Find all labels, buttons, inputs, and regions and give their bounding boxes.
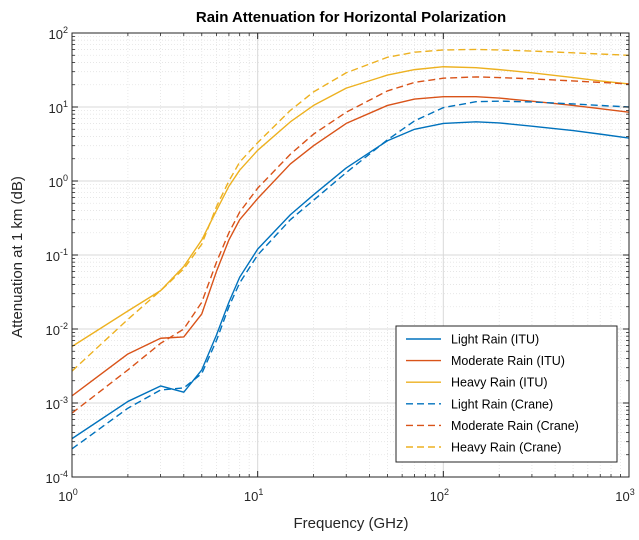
- y-axis-label: Attenuation at 1 km (dB): [9, 176, 26, 338]
- chart-title: Rain Attenuation for Horizontal Polariza…: [196, 9, 506, 26]
- legend: Light Rain (ITU) Moderate Rain (ITU) Heavy…: [395, 325, 618, 463]
- x-axis-label: Frequency (GHz): [293, 515, 408, 532]
- y-tick-label: 10-1: [46, 247, 68, 264]
- x-tick-label: 103: [615, 487, 634, 504]
- series-line-4: [72, 100, 629, 450]
- legend-label: Moderate Rain (ITU): [451, 354, 565, 368]
- legend-label: Moderate Rain (Crane): [451, 419, 579, 433]
- series-line-2: [72, 95, 629, 397]
- legend-label: Heavy Rain (ITU): [451, 376, 548, 390]
- x-tick-label: 100: [58, 487, 77, 504]
- tick-marks: [71, 32, 630, 478]
- legend-label: Heavy Rain (Crane): [451, 441, 561, 455]
- series-lines: [72, 48, 629, 450]
- x-tick-label: 102: [430, 487, 449, 504]
- legend-label: Light Rain (ITU): [451, 333, 539, 347]
- y-tick-label: 10-3: [46, 395, 68, 412]
- x-tick-label: 101: [244, 487, 263, 504]
- y-tick-label: 10-4: [46, 469, 68, 486]
- series-line-1: [72, 121, 629, 440]
- series-line-3: [72, 66, 629, 348]
- series-line-6: [72, 48, 629, 372]
- series-line-5: [72, 76, 629, 414]
- y-tick-label: 102: [49, 25, 68, 42]
- y-tick-label: 10-2: [46, 321, 68, 338]
- legend-label: Light Rain (Crane): [451, 397, 553, 411]
- legend-box: [395, 325, 618, 463]
- y-tick-label: 101: [49, 99, 68, 116]
- y-tick-labels: 10-4 10-3 10-2 10-1 100 101 102: [46, 25, 68, 486]
- y-tick-label: 100: [49, 173, 68, 190]
- x-tick-labels: 100 101 102 103: [58, 487, 634, 504]
